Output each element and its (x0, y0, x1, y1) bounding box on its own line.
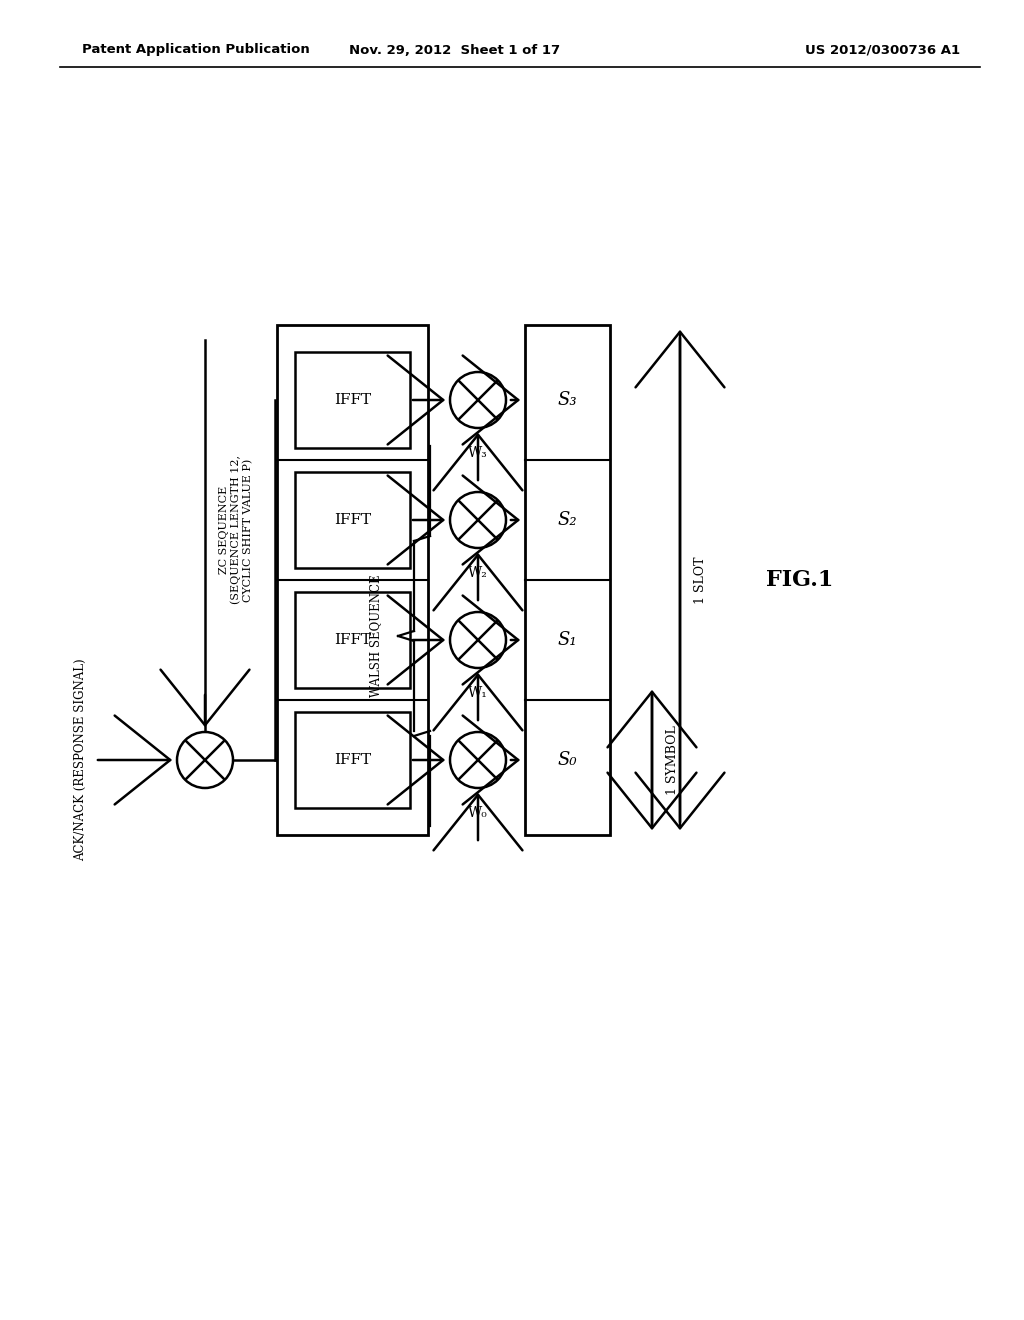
Text: S₃: S₃ (558, 391, 578, 409)
Text: W₃: W₃ (468, 446, 487, 459)
Text: W₀: W₀ (468, 807, 487, 820)
Bar (525, 325, 610, 836)
Text: 1 SLOT: 1 SLOT (694, 556, 707, 603)
Text: IFFT: IFFT (334, 752, 371, 767)
Text: ZC SEQUENCE
(SEQUENCE LENGTH 12,
CYCLIC SHIFT VALUE P): ZC SEQUENCE (SEQUENCE LENGTH 12, CYCLIC … (219, 455, 253, 605)
Text: US 2012/0300736 A1: US 2012/0300736 A1 (805, 44, 961, 57)
Text: Nov. 29, 2012  Sheet 1 of 17: Nov. 29, 2012 Sheet 1 of 17 (349, 44, 560, 57)
Text: ACK/NACK (RESPONSE SIGNAL): ACK/NACK (RESPONSE SIGNAL) (74, 659, 87, 862)
Text: 1 SYMBOL: 1 SYMBOL (666, 725, 679, 795)
Text: FIG.1: FIG.1 (766, 569, 834, 591)
Text: S₁: S₁ (558, 631, 578, 649)
Bar (295, 352, 410, 447)
Text: WALSH SEQUENCE: WALSH SEQUENCE (370, 574, 383, 697)
Text: W₂: W₂ (468, 566, 488, 579)
Bar (295, 473, 410, 568)
Bar (295, 591, 410, 688)
Text: W₁: W₁ (468, 686, 487, 700)
Text: S₂: S₂ (558, 511, 578, 529)
Text: IFFT: IFFT (334, 513, 371, 527)
Bar (295, 711, 410, 808)
Bar (278, 325, 428, 836)
Text: S₀: S₀ (558, 751, 578, 770)
Text: Patent Application Publication: Patent Application Publication (82, 44, 309, 57)
Text: IFFT: IFFT (334, 634, 371, 647)
Text: IFFT: IFFT (334, 393, 371, 407)
